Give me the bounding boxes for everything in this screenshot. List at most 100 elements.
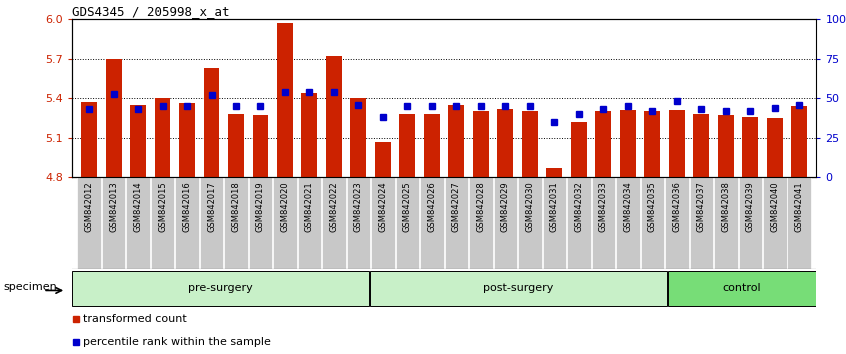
Text: GSM842038: GSM842038	[722, 182, 730, 233]
Bar	[347, 177, 371, 269]
Text: GSM842023: GSM842023	[354, 182, 363, 232]
Text: GSM842027: GSM842027	[452, 182, 461, 232]
Bar	[375, 142, 391, 177]
Bar	[518, 177, 541, 269]
Bar	[689, 177, 713, 269]
Text: GSM842014: GSM842014	[134, 182, 142, 232]
Bar	[151, 177, 174, 269]
Bar	[493, 177, 517, 269]
Bar	[788, 177, 811, 269]
Text: GSM842020: GSM842020	[281, 182, 289, 232]
Text: GSM842035: GSM842035	[648, 182, 656, 232]
Text: GSM842016: GSM842016	[183, 182, 191, 232]
Bar	[714, 177, 738, 269]
Bar	[126, 177, 150, 269]
Bar	[542, 177, 566, 269]
Bar	[396, 177, 419, 269]
Bar	[669, 110, 684, 177]
Text: GSM842031: GSM842031	[550, 182, 559, 232]
Text: post-surgery: post-surgery	[483, 283, 554, 293]
Text: GSM842022: GSM842022	[329, 182, 338, 232]
Bar	[106, 59, 122, 177]
Text: GSM842019: GSM842019	[256, 182, 265, 232]
Text: GSM842017: GSM842017	[207, 182, 216, 232]
Bar	[81, 102, 97, 177]
Bar	[620, 110, 636, 177]
Bar	[567, 177, 591, 269]
Bar	[616, 177, 640, 269]
Text: GSM842029: GSM842029	[501, 182, 510, 232]
Bar	[596, 112, 612, 177]
Bar	[571, 122, 587, 177]
Bar	[640, 177, 664, 269]
Bar	[791, 106, 807, 177]
Bar	[445, 177, 468, 269]
Bar	[420, 177, 443, 269]
Bar	[497, 109, 514, 177]
Bar	[252, 115, 268, 177]
Bar	[322, 177, 346, 269]
Text: specimen: specimen	[3, 281, 58, 292]
Bar	[766, 118, 783, 177]
Bar	[473, 112, 489, 177]
Text: GSM842015: GSM842015	[158, 182, 167, 232]
Text: GSM842012: GSM842012	[85, 182, 94, 232]
Text: percentile rank within the sample: percentile rank within the sample	[83, 337, 271, 347]
Bar	[668, 271, 816, 306]
Text: GSM842026: GSM842026	[427, 182, 437, 232]
Bar	[371, 177, 395, 269]
Bar	[298, 177, 321, 269]
Bar	[717, 115, 733, 177]
Bar	[102, 177, 125, 269]
Bar	[130, 105, 146, 177]
Bar	[73, 271, 369, 306]
Text: GDS4345 / 205998_x_at: GDS4345 / 205998_x_at	[72, 5, 229, 18]
Bar	[200, 177, 223, 269]
Text: control: control	[722, 283, 761, 293]
Bar	[424, 114, 440, 177]
Text: GSM842036: GSM842036	[673, 182, 681, 233]
Bar	[547, 168, 563, 177]
Bar	[179, 103, 195, 177]
Text: GSM842034: GSM842034	[624, 182, 632, 232]
Text: GSM842024: GSM842024	[378, 182, 387, 232]
Text: GSM842041: GSM842041	[794, 182, 804, 232]
Text: GSM842028: GSM842028	[476, 182, 486, 232]
Bar	[204, 68, 219, 177]
Bar	[522, 112, 538, 177]
Bar	[742, 116, 758, 177]
Text: GSM842018: GSM842018	[232, 182, 240, 232]
Bar	[371, 271, 667, 306]
Bar	[665, 177, 689, 269]
Bar	[591, 177, 615, 269]
Text: GSM842040: GSM842040	[770, 182, 779, 232]
Bar	[694, 114, 709, 177]
Bar	[301, 93, 317, 177]
Text: GSM842039: GSM842039	[746, 182, 755, 232]
Text: GSM842013: GSM842013	[109, 182, 118, 232]
Bar	[448, 105, 464, 177]
Bar	[228, 114, 244, 177]
Text: GSM842037: GSM842037	[697, 182, 706, 233]
Text: GSM842030: GSM842030	[525, 182, 535, 232]
Bar	[224, 177, 248, 269]
Bar	[399, 114, 415, 177]
Bar	[326, 56, 342, 177]
Bar	[350, 98, 366, 177]
Bar	[470, 177, 492, 269]
Text: GSM842025: GSM842025	[403, 182, 412, 232]
Bar	[739, 177, 762, 269]
Bar	[155, 98, 171, 177]
Bar	[763, 177, 787, 269]
Bar	[249, 177, 272, 269]
Text: GSM842032: GSM842032	[574, 182, 584, 232]
Text: pre-surgery: pre-surgery	[189, 283, 253, 293]
Text: transformed count: transformed count	[83, 314, 187, 324]
Bar	[645, 112, 660, 177]
Bar	[175, 177, 199, 269]
Bar	[273, 177, 297, 269]
Text: GSM842021: GSM842021	[305, 182, 314, 232]
Bar	[277, 23, 293, 177]
Bar	[77, 177, 101, 269]
Text: GSM842033: GSM842033	[599, 182, 607, 233]
